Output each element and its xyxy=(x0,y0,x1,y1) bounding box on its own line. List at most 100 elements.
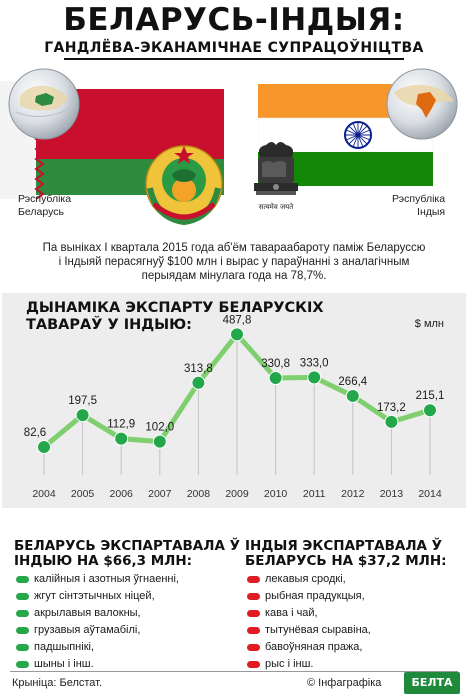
red-bullet-icon xyxy=(247,576,260,583)
green-bullet-icon xyxy=(16,661,29,668)
subtitle-underline xyxy=(64,58,404,60)
list-item-label: кава і чай, xyxy=(265,607,318,619)
chart-unit: $ млн xyxy=(414,318,444,330)
red-bullet-icon xyxy=(247,627,260,634)
intro-text: Па выніках I квартала 2015 года аб'ём та… xyxy=(42,242,426,282)
data-point-2014 xyxy=(423,403,437,418)
belarus-export-list: калійныя і азотныя ўгнаенні, жгут сінтэт… xyxy=(14,571,179,673)
belarus-export-title-line1: БЕЛАРУСЬ ЭКСПАРТАВАЛА Ў xyxy=(14,538,241,554)
page-title: БЕЛАРУСЬ-ІНДЫЯ: xyxy=(63,2,405,38)
x-tick-2004: 2004 xyxy=(32,488,56,500)
india-export-list: лекавыя сродкі, рыбная прадукцыя, кава і… xyxy=(245,571,371,673)
list-item: калійныя і азотныя ўгнаенні, xyxy=(14,571,179,588)
data-point-2005 xyxy=(75,408,90,423)
data-label-2010: 330,8 xyxy=(261,358,290,370)
data-point-2011 xyxy=(307,370,322,385)
data-label-2009: 487,8 xyxy=(223,314,252,326)
data-point-2007 xyxy=(152,434,167,449)
list-item: тытунёвая сыравіна, xyxy=(245,622,371,639)
page-subtitle: ГАНДЛЁВА-ЭКАНАМІЧНАЕ СУПРАЦОЎНІЦТВА xyxy=(44,40,424,56)
data-label-2006: 112,9 xyxy=(107,419,135,431)
belarus-caption: Рэспубліка Беларусь xyxy=(18,193,71,219)
globe-india-icon xyxy=(386,68,458,140)
list-item-label: бавоўняная пража, xyxy=(265,641,363,653)
data-label-2007: 102,0 xyxy=(145,422,174,434)
list-item-label: рыбная прадукцыя, xyxy=(265,590,365,602)
list-item: падшыпнікі, xyxy=(14,639,179,656)
data-label-2012: 266,4 xyxy=(338,376,367,388)
belarus-caption-line2: Беларусь xyxy=(18,206,64,218)
data-point-2009 xyxy=(230,327,244,342)
x-tick-2005: 2005 xyxy=(71,488,95,500)
data-point-2010 xyxy=(268,371,283,386)
list-item: жгут сінтэтычных ніцей, xyxy=(14,588,179,605)
list-item-label: жгут сінтэтычных ніцей, xyxy=(34,590,155,602)
chart-title-line2: ТАВАРАЎ У ІНДЫЮ: xyxy=(26,317,192,333)
export-line-chart: 82,6 2004 197,5 2005 112,9 2006 102,0 2007 313,8… xyxy=(24,314,445,500)
belarus-emblem-icon xyxy=(145,145,223,226)
data-label-2011: 333,0 xyxy=(300,357,329,369)
x-tick-2008: 2008 xyxy=(187,488,211,500)
red-bullet-icon xyxy=(247,610,260,617)
data-label-2013: 173,2 xyxy=(377,402,406,414)
list-item: грузавыя аўтамабілі, xyxy=(14,622,179,639)
data-label-2014: 215,1 xyxy=(416,390,445,402)
x-tick-2010: 2010 xyxy=(264,488,288,500)
ashoka-chakra-icon xyxy=(344,121,372,149)
list-item-label: тытунёвая сыравіна, xyxy=(265,624,371,636)
list-item-label: калійныя і азотныя ўгнаенні, xyxy=(34,573,179,585)
x-tick-2014: 2014 xyxy=(418,488,442,500)
green-bullet-icon xyxy=(16,627,29,634)
data-point-2012 xyxy=(345,388,360,403)
belta-logo: БЕЛТА xyxy=(404,672,460,694)
india-export-title: ІНДЫЯ ЭКСПАРТАВАЛА Ў БЕЛАРУСЬ НА $37,2 М… xyxy=(245,539,447,569)
belarus-export-title-line2: ІНДЫЮ НА $66,3 МЛН: xyxy=(14,553,193,569)
green-bullet-icon xyxy=(16,644,29,651)
red-bullet-icon xyxy=(247,661,260,668)
data-point-2004 xyxy=(37,440,51,455)
india-emblem-icon: सत्यमेव जयते xyxy=(254,142,298,211)
green-bullet-icon xyxy=(16,593,29,600)
list-item-label: лекавыя сродкі, xyxy=(265,573,346,585)
list-item: акрылавыя валокны, xyxy=(14,605,179,622)
red-bullet-icon xyxy=(247,644,260,651)
india-export-title-line2: БЕЛАРУСЬ НА $37,2 МЛН: xyxy=(245,553,447,569)
x-tick-2009: 2009 xyxy=(225,488,249,500)
data-point-2008 xyxy=(191,375,206,390)
list-item: рыбная прадукцыя, xyxy=(245,588,371,605)
list-item-label: грузавыя аўтамабілі, xyxy=(34,624,141,636)
india-caption: Рэспубліка Індыя xyxy=(392,193,445,219)
list-item-label: шыны і інш. xyxy=(34,658,94,670)
list-item-label: рыс і інш. xyxy=(265,658,314,670)
green-bullet-icon xyxy=(16,576,29,583)
list-item: лекавыя сродкі, xyxy=(245,571,371,588)
x-tick-2012: 2012 xyxy=(341,488,365,500)
footer-divider xyxy=(10,671,458,672)
red-bullet-icon xyxy=(247,593,260,600)
chart-title-line1: ДЫНАМІКА ЭКСПАРТУ БЕЛАРУСКІХ xyxy=(26,300,324,316)
x-tick-2013: 2013 xyxy=(380,488,404,500)
data-label-2004: 82,6 xyxy=(24,427,46,439)
x-tick-2006: 2006 xyxy=(110,488,134,500)
india-export-title-line1: ІНДЫЯ ЭКСПАРТАВАЛА Ў xyxy=(245,538,443,554)
data-point-2006 xyxy=(114,431,129,446)
x-tick-2011: 2011 xyxy=(303,488,326,500)
india-caption-line2: Індыя xyxy=(417,206,446,218)
globe-belarus-icon xyxy=(8,68,80,140)
list-item-label: акрылавыя валокны, xyxy=(34,607,141,619)
infographic-credit: © Інфаграфіка xyxy=(307,677,382,689)
list-item: рыс і інш. xyxy=(245,656,371,673)
list-item-label: падшыпнікі, xyxy=(34,641,95,653)
green-bullet-icon xyxy=(16,610,29,617)
list-item: бавоўняная пража, xyxy=(245,639,371,656)
india-emblem-motto: सत्यमेव जयते xyxy=(259,202,294,211)
data-label-2008: 313,8 xyxy=(184,363,213,375)
belarus-caption-line1: Рэспубліка xyxy=(18,193,72,205)
data-label-2005: 197,5 xyxy=(68,395,97,407)
belarus-export-title: БЕЛАРУСЬ ЭКСПАРТАВАЛА Ў ІНДЫЮ НА $66,3 М… xyxy=(14,539,240,569)
list-item: шыны і інш. xyxy=(14,656,179,673)
chart-title: ДЫНАМІКА ЭКСПАРТУ БЕЛАРУСКІХ ТАВАРАЎ У І… xyxy=(26,300,326,334)
source-note: Крыніца: Белстат. xyxy=(12,677,103,689)
list-item: кава і чай, xyxy=(245,605,371,622)
data-point-2013 xyxy=(384,414,399,429)
